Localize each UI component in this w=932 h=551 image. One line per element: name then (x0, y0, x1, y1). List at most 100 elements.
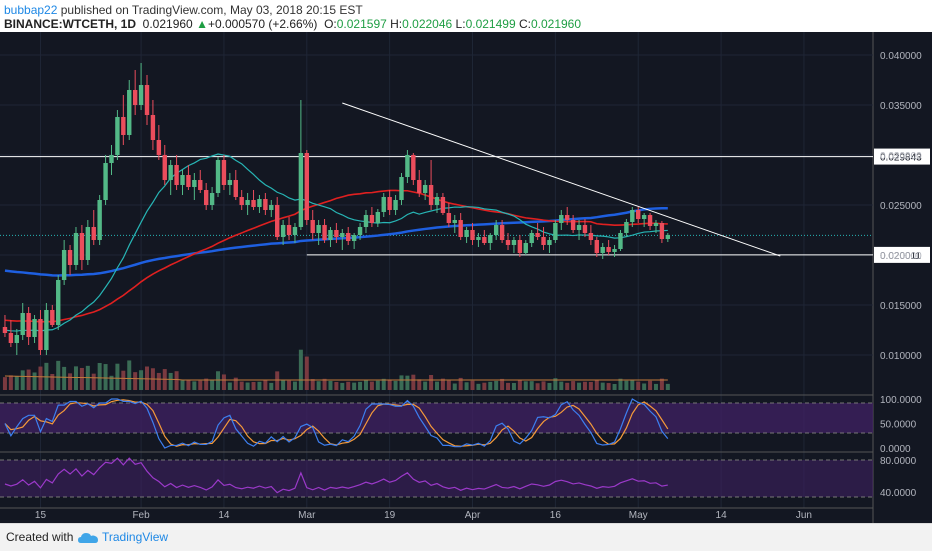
volume-bar (381, 378, 386, 390)
volume-bar (435, 381, 439, 390)
volume-bar (204, 378, 209, 390)
candle-body (138, 85, 144, 105)
volume-bar (500, 378, 505, 390)
volume-bar (62, 366, 67, 390)
candle-body (523, 243, 528, 253)
candle-body (144, 85, 150, 115)
price-tick-label: 0.010000 (880, 351, 922, 362)
volume-bar (79, 367, 84, 390)
drawings[interactable] (342, 102, 781, 257)
candle-body (263, 199, 268, 210)
candle-body (180, 175, 185, 185)
volume-bar (292, 381, 297, 390)
candle-body (363, 215, 369, 227)
volume-bar (174, 371, 179, 390)
candle-body (132, 90, 138, 105)
candle-body (351, 235, 357, 241)
volume-bar (369, 381, 374, 390)
candle-body (14, 335, 19, 343)
candle-body (286, 225, 292, 235)
volume-bar (624, 380, 629, 390)
volume-bar (269, 382, 274, 390)
candle-body (32, 319, 37, 337)
price-tick-label: 0.040000 (880, 51, 922, 62)
candle-body (156, 140, 162, 155)
volume-bar (446, 380, 451, 390)
tradingview-cloud-icon[interactable] (78, 531, 98, 549)
volume-bar (340, 382, 345, 390)
stoch-axis-label: 0.0000 (880, 444, 911, 455)
volume-bar (156, 372, 161, 390)
rsi-pane: 80.0000 40.0000 (0, 451, 917, 499)
candle-body (174, 165, 179, 185)
volume-bar (618, 378, 623, 390)
volume-bar (180, 380, 185, 390)
volume-bar (612, 383, 617, 390)
candle-body (304, 153, 309, 220)
candle-body (192, 180, 197, 187)
volume-bar (594, 379, 599, 390)
open-label: O: (324, 17, 337, 31)
volume-bar (648, 380, 653, 390)
candle-body (298, 153, 304, 227)
volume-bar (139, 370, 144, 390)
level-price-tag (874, 246, 930, 263)
volume-bar (600, 382, 605, 390)
volume-bar (375, 380, 380, 390)
candle-body (91, 227, 96, 240)
candle-body (38, 319, 43, 350)
trading-chart[interactable]: 0.029843 0.020011 100.0000 50.0000 0.0000 8… (0, 32, 932, 523)
candle-body (328, 230, 333, 240)
volume-bar (233, 377, 238, 390)
price-tick-label: 0.020000 (880, 251, 922, 262)
time-tick-label: Mar (298, 510, 316, 521)
candle-body (2, 327, 8, 333)
candle-body (547, 240, 552, 245)
volume-bar (68, 373, 73, 390)
volume-bar (32, 372, 37, 390)
volume-bar (511, 382, 516, 390)
volume-bar (582, 381, 587, 390)
candle-body (79, 233, 85, 260)
volume-bar (245, 382, 250, 390)
time-tick-label: Jun (796, 510, 812, 521)
candle-body (434, 197, 440, 205)
time-tick-label: Apr (465, 510, 481, 521)
volume-bar (109, 375, 114, 390)
candle-body (476, 237, 481, 240)
candle-body (559, 215, 564, 223)
volume-bar (387, 379, 392, 390)
candle-body (227, 180, 233, 185)
tradingview-brand-link[interactable]: TradingView (102, 530, 169, 544)
candle-body (440, 197, 446, 213)
candle-body (20, 313, 25, 335)
volume-bar (659, 378, 664, 390)
candle-body (428, 185, 434, 205)
volume-bar (115, 363, 120, 390)
volume-bar (423, 381, 428, 390)
candle-body (464, 230, 469, 237)
volume-bar (393, 380, 398, 390)
candle-body (127, 90, 132, 135)
candle-body (541, 237, 546, 245)
candle-body (511, 240, 517, 245)
candle-body (215, 160, 221, 193)
volume-bar (346, 381, 351, 390)
candle-body (659, 223, 665, 239)
volume-bar (168, 372, 173, 390)
candle-body (588, 233, 594, 240)
candle-body (115, 117, 120, 155)
candle-body (8, 333, 14, 343)
author-username[interactable]: bubbap22 (4, 3, 58, 17)
volume-bar (257, 381, 262, 390)
candle-body (257, 199, 262, 207)
volume-bar (517, 379, 522, 390)
candle-body (97, 200, 102, 240)
candle-body (630, 210, 635, 222)
open-value: 0.021597 (336, 17, 387, 31)
volume-bar (577, 382, 582, 390)
candle-body (369, 215, 375, 223)
volume-bar (636, 381, 641, 390)
volume-bar (263, 380, 268, 390)
candle-body (612, 249, 617, 252)
